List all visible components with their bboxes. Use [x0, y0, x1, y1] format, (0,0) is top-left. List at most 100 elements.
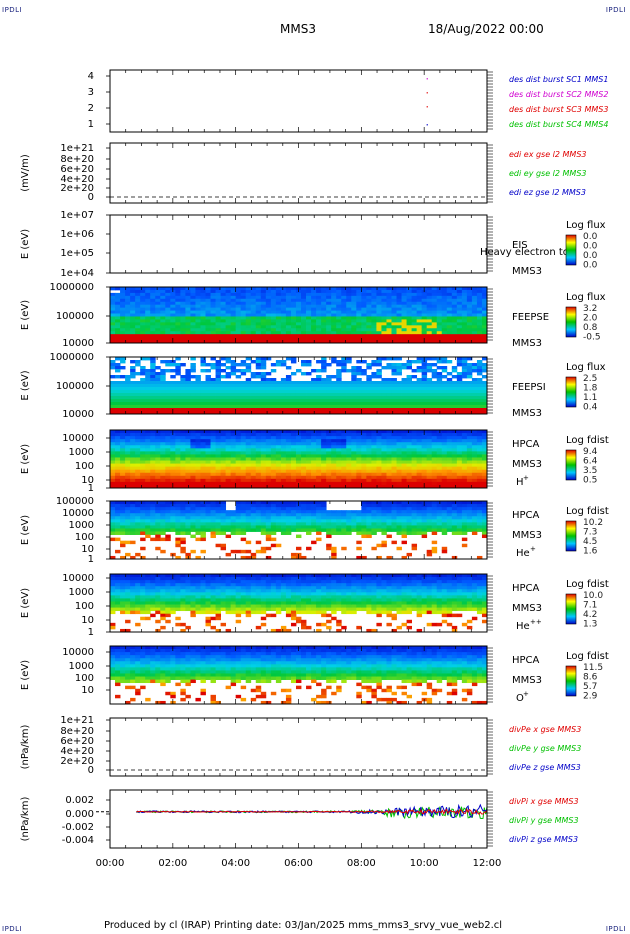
colorbar-tick: 2.0 — [583, 314, 598, 324]
colorbar — [565, 520, 577, 552]
colorbar-title: Log fdist — [566, 506, 609, 517]
panel-frame — [109, 717, 488, 777]
colorbar-title: Log flux — [566, 292, 606, 303]
y-tick-label: 1e+21 — [60, 143, 94, 154]
legend-label: edi ex gse l2 MMS3 — [509, 150, 587, 159]
ion-species: He — [516, 548, 530, 559]
y-tick-label: 0 — [88, 765, 94, 776]
panel-8: 10000 1000 100 101 E (eV) HPCA MMS3 He ++ Log fdi… — [20, 573, 609, 638]
ion-species: He — [516, 621, 530, 632]
colorbar-tick: 11.5 — [583, 663, 603, 673]
panel-6: 10000 1000 100 101 E (eV) HPCA MMS3 H + Log fdist… — [20, 429, 609, 494]
instrument-name: HPCA — [512, 439, 540, 450]
y-tick-label: 1e+21 — [60, 715, 94, 726]
ion-charge: ++ — [530, 618, 542, 626]
x-tick-label: 06:00 — [284, 858, 313, 869]
panel-11: 0.002 0.000 -0.002 -0.004 (nPa/km) divPi x gs… — [20, 789, 579, 849]
y-tick-label: 100000 — [56, 496, 94, 507]
instrument-name: HPCA — [512, 510, 540, 521]
colorbar-tick: 0.0 — [583, 261, 598, 271]
data-point — [426, 78, 428, 80]
colorbar-tick: 0.0 — [583, 242, 598, 252]
y-tick-label: 1e+04 — [60, 268, 94, 279]
panel-5: 1000000 100000 10000 E (eV) FEEPSI MMS3 Log fl… — [20, 352, 606, 420]
y-tick-label: 10000 — [62, 647, 94, 658]
footer-credits: Produced by cl (IRAP) Printing date: 03/… — [104, 920, 503, 931]
corner-mark-bottom-left: IPDLI — [2, 925, 23, 933]
colorbar-tick: 3.2 — [583, 304, 597, 314]
y-tick-label: 1000000 — [49, 352, 94, 363]
colorbar-tick: 7.3 — [583, 528, 597, 538]
y-tick-label: 0 — [88, 192, 94, 203]
y-tick-label: -0.004 — [62, 835, 94, 846]
spectrogram — [110, 646, 488, 705]
y-tick-label: 1000 — [69, 447, 94, 458]
colorbar-tick: 10.0 — [583, 591, 603, 601]
y-tick-label: 10000 — [62, 508, 94, 519]
y-tick-label: 10000 — [62, 338, 94, 349]
legend-label: des dist burst SC3 MMS3 — [509, 105, 608, 114]
legend-label: des dist burst SC2 MMS2 — [509, 90, 608, 99]
y-tick-label: 1 — [88, 483, 94, 494]
spectrogram — [110, 287, 488, 344]
colorbar — [565, 306, 577, 338]
spectrogram — [110, 357, 488, 415]
y-tick-label: 8e+20 — [60, 154, 94, 165]
colorbar-tick: 0.0 — [583, 232, 598, 242]
y-tick-label: 3 — [88, 87, 94, 98]
instrument-name: FEEPSE — [512, 312, 549, 323]
instrument-name: EIS — [512, 240, 528, 251]
y-tick-label: 10 — [81, 685, 94, 696]
y-tick-label: 6e+20 — [60, 736, 94, 747]
y-axis-label: E (eV) — [20, 660, 31, 690]
colorbar-tick: 3.5 — [583, 466, 597, 476]
spectrogram — [110, 430, 488, 489]
y-axis-label: (nPa/km) — [20, 797, 31, 842]
y-axis-label: (mV/m) — [20, 154, 31, 192]
y-tick-label: 1 — [88, 554, 94, 565]
overlay-text: Heavy electron to — [480, 247, 569, 258]
y-tick-label: 100 — [75, 673, 94, 684]
y-tick-label: 10 — [81, 615, 94, 626]
y-tick-label: 1000 — [69, 587, 94, 598]
corner-mark-bottom-right: IPDLI — [605, 925, 626, 933]
spacecraft-name: MMS3 — [512, 408, 542, 419]
spacecraft-name: MMS3 — [512, 530, 542, 541]
y-tick-label: 100 — [75, 461, 94, 472]
spacecraft-name: MMS3 — [512, 603, 542, 614]
y-tick-label: 1000 — [69, 520, 94, 531]
y-tick-label: 4e+20 — [60, 746, 94, 757]
colorbar-tick: 4.5 — [583, 537, 597, 547]
instrument-name: HPCA — [512, 655, 540, 666]
colorbar-tick: 0.4 — [583, 403, 598, 413]
y-tick-label: 6e+20 — [60, 164, 94, 175]
colorbar-tick: 0.0 — [583, 251, 598, 261]
colorbar-tick: 1.8 — [583, 384, 598, 394]
colorbar-tick: 10.2 — [583, 518, 603, 528]
instrument-name: FEEPSI — [512, 382, 546, 393]
y-axis-label: E (eV) — [20, 300, 31, 330]
ion-charge: + — [530, 545, 536, 553]
colorbar-tick: 1.1 — [583, 393, 597, 403]
header-datetime: 18/Aug/2022 00:00 — [428, 22, 544, 36]
panel-4: 1000000 100000 10000 E (eV) FEEPSE MMS3 Log fl… — [20, 282, 606, 349]
y-tick-label: 4e+20 — [60, 174, 94, 185]
y-tick-label: 1000 — [69, 661, 94, 672]
x-tick-label: 04:00 — [221, 858, 250, 869]
instrument-name: HPCA — [512, 583, 540, 594]
colorbar-title: Log flux — [566, 362, 606, 373]
y-tick-label: 100 — [75, 601, 94, 612]
colorbar-tick: 6.4 — [583, 457, 598, 467]
spectrogram — [110, 574, 488, 633]
panel-frame — [109, 789, 488, 849]
y-tick-label: 8e+20 — [60, 726, 94, 737]
colorbar-tick: 1.3 — [583, 620, 597, 630]
x-tick-label: 10:00 — [410, 858, 439, 869]
series-red — [136, 807, 488, 815]
y-tick-label: 10 — [81, 544, 94, 555]
page-title: MMS3 — [280, 22, 316, 36]
y-axis-label: E (eV) — [20, 229, 31, 259]
x-tick-label: 02:00 — [158, 858, 187, 869]
